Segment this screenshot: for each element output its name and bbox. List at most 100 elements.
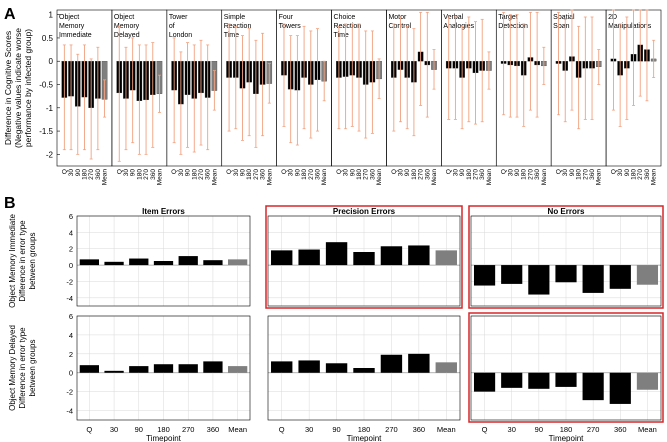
x-tick-label: Q: [501, 169, 508, 174]
x-tick-label: 30: [507, 169, 514, 177]
bar: [609, 372, 631, 404]
column-title: No Errors: [548, 207, 585, 216]
x-tick-label: 270: [182, 425, 195, 434]
subplot-title: Immediate: [59, 32, 92, 39]
x-tick-label: Q: [391, 169, 398, 174]
bar: [380, 354, 403, 373]
bar: [435, 250, 457, 266]
column-title: Item Errors: [142, 207, 185, 216]
x-tick-label: 90: [239, 169, 246, 177]
subplot-title: Spatial: [553, 14, 575, 21]
x-tick-label: 360: [205, 169, 212, 180]
x-tick-label: 270: [587, 425, 600, 434]
subplot-title: Motor: [388, 14, 407, 21]
bar: [435, 362, 457, 373]
x-tick-label: 180: [191, 169, 198, 180]
bar: [473, 265, 496, 286]
bar: [555, 265, 577, 283]
x-tick-label: 270: [88, 169, 95, 180]
x-tick-label: Q: [336, 169, 343, 174]
subplot-title: Choice: [334, 14, 356, 21]
x-tick-label: Mean: [156, 169, 163, 186]
x-tick-label: 30: [288, 169, 295, 177]
x-tick-label: Mean: [211, 169, 218, 186]
subplot-title: Memory: [114, 23, 140, 30]
x-tick-label: 90: [294, 169, 301, 177]
bar: [203, 260, 223, 266]
x-tick-label: 360: [260, 169, 267, 180]
subplot-title: Delayed: [114, 32, 140, 39]
bar: [528, 265, 550, 295]
subplot-title: Target: [498, 14, 518, 21]
x-tick-label: Q: [556, 169, 563, 174]
x-axis-label: Timepoint: [146, 434, 182, 442]
x-tick-label: 90: [569, 169, 576, 177]
x-tick-label: 30: [452, 169, 459, 177]
y-tick-label: -1: [46, 104, 54, 113]
x-tick-label: Mean: [437, 425, 456, 434]
y-tick-label: -2: [66, 388, 73, 397]
panel-a-chart: Difference in Cognitive Scores (Negative …: [3, 9, 662, 186]
x-tick-label: 180: [521, 169, 528, 180]
column-title: Precision Errors: [333, 207, 396, 216]
x-tick-label: 180: [246, 169, 253, 180]
x-tick-label: 180: [301, 169, 308, 180]
x-tick-label: 30: [123, 169, 130, 177]
subplot-title: Span: [553, 23, 569, 30]
bar: [636, 372, 659, 390]
x-tick-label: 270: [418, 169, 425, 180]
bar: [228, 366, 248, 373]
x-tick-label: Q: [116, 169, 123, 174]
bar: [408, 353, 430, 373]
y-tick-label: -1.5: [39, 127, 53, 136]
x-tick-label: 90: [624, 169, 631, 177]
bar: [153, 261, 174, 266]
y-tick-label: 2: [69, 245, 73, 254]
bar: [501, 372, 523, 388]
y-tick-label: -4: [66, 407, 73, 416]
x-tick-label: 180: [358, 425, 371, 434]
subplot-frame: [76, 215, 251, 307]
x-tick-label: Mean: [541, 169, 548, 186]
y-tick-label: -0.5: [39, 81, 53, 90]
y-tick-label: 6: [69, 212, 73, 221]
x-tick-label: 180: [560, 425, 573, 434]
x-tick-label: Mean: [638, 425, 657, 434]
y-axis-label: Difference in Cognitive Scores: [3, 31, 13, 145]
x-tick-label: 30: [233, 169, 240, 177]
x-tick-label: 90: [514, 169, 521, 177]
row-label: Difference in error type: [18, 327, 27, 409]
subplot-title: Tower: [169, 14, 188, 21]
x-tick-label: Mean: [266, 169, 273, 186]
x-tick-label: 360: [644, 169, 651, 180]
x-tick-label: 90: [535, 425, 543, 434]
subplot-title: Four: [279, 14, 294, 21]
x-tick-label: Q: [226, 169, 233, 174]
y-tick-label: 6: [69, 312, 73, 321]
panel-b-chart: Item Errors Precision Errors No Errors Obje…: [8, 205, 664, 442]
bar: [104, 370, 124, 373]
x-tick-label: 270: [363, 169, 370, 180]
panel-a-label: A: [4, 6, 16, 23]
y-tick-label: -2: [46, 150, 54, 159]
x-tick-label: 180: [631, 169, 638, 180]
x-tick-label: 180: [466, 169, 473, 180]
y-tick-label: 0: [69, 261, 73, 270]
bar: [129, 258, 149, 266]
x-tick-label: 180: [356, 169, 363, 180]
x-tick-label: 360: [614, 425, 627, 434]
x-tick-label: 270: [143, 169, 150, 180]
x-tick-label: 180: [81, 169, 88, 180]
x-tick-label: 360: [424, 169, 431, 180]
bar: [178, 256, 198, 266]
subplot-title: Object: [114, 14, 134, 21]
bar: [582, 265, 604, 293]
bar: [636, 265, 659, 285]
subplot-frame: [267, 215, 461, 307]
x-tick-label: 90: [332, 425, 340, 434]
x-tick-label: 90: [459, 169, 466, 177]
x-tick-label: Mean: [376, 169, 383, 186]
bar: [325, 363, 348, 373]
x-tick-label: 360: [314, 169, 321, 180]
subplot: Q 30 90 180 270 360 Mean Timepoint: [470, 315, 662, 442]
